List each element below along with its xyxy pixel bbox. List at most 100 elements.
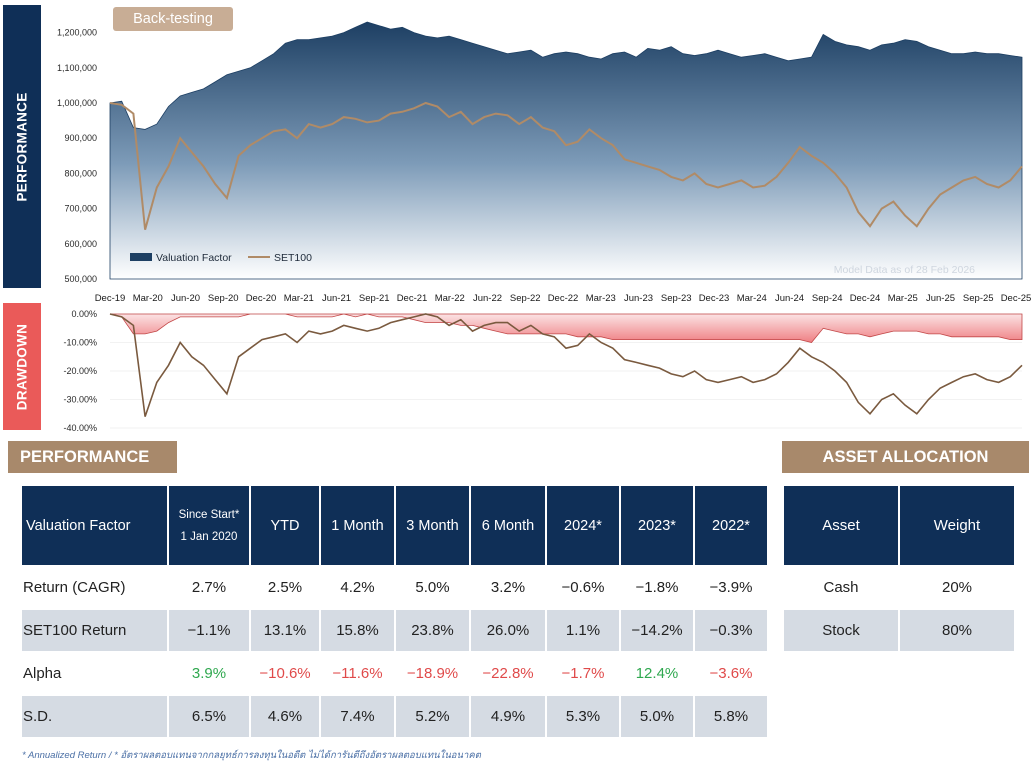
- header-ytd: YTD: [251, 486, 319, 565]
- table-row-return: Return (CAGR) 2.7% 2.5% 4.2% 5.0% 3.2% −…: [22, 567, 767, 608]
- drawdown-chart: 0.00% -10.00% -20.00% -30.00% -40.00%: [63, 309, 1023, 433]
- x-tick-label: Mar-23: [586, 293, 616, 304]
- header-since-start: Since Start* 1 Jan 2020: [169, 486, 249, 565]
- asset-name: Stock: [784, 610, 898, 651]
- cell-value: −14.2%: [621, 610, 693, 651]
- header-2023: 2023*: [621, 486, 693, 565]
- cell-value: 5.0%: [621, 696, 693, 737]
- x-tick-label: Mar-25: [888, 293, 918, 304]
- x-tick-label: Sep-20: [208, 293, 239, 304]
- row-label: S.D.: [22, 696, 167, 737]
- header-asset: Asset: [784, 486, 898, 565]
- cell-value: 3.2%: [490, 579, 526, 596]
- performance-table-header: Valuation Factor Since Start* 1 Jan 2020…: [22, 486, 767, 565]
- performance-section-title: PERFORMANCE: [8, 441, 177, 473]
- row-label: Return (CAGR): [23, 579, 126, 596]
- cell-value: 23.8%: [396, 610, 469, 651]
- cell-value: 5.3%: [547, 696, 619, 737]
- cell-value: −1.1%: [169, 610, 249, 651]
- y-tick-label: 1,000,000: [57, 98, 97, 108]
- performance-chart: 500,000 600,000 700,000 800,000 900,000 1,000…: [57, 21, 1031, 304]
- legend-valuation-factor-swatch: [130, 253, 152, 261]
- performance-side-label: PERFORMANCE: [3, 5, 41, 288]
- header-6-month: 6 Month: [471, 486, 545, 565]
- x-tick-label: Sep-25: [963, 293, 994, 304]
- cell-value: −1.8%: [635, 579, 679, 596]
- row-label: Alpha: [23, 665, 62, 682]
- back-testing-badge: Back-testing: [113, 7, 233, 31]
- y-tick-label: -10.00%: [63, 338, 97, 348]
- cell-value: 4.2%: [340, 579, 375, 596]
- cell-value: 26.0%: [471, 610, 545, 651]
- table-row-set100-return: SET100 Return −1.1% 13.1% 15.8% 23.8% 26…: [22, 610, 767, 651]
- y-tick-label: 1,100,000: [57, 63, 97, 73]
- header-since-start-line2: 1 Jan 2020: [180, 530, 238, 543]
- valuation-factor-drawdown-area: [109, 313, 1023, 343]
- asset-allocation-title: ASSET ALLOCATION: [782, 441, 1029, 473]
- x-tick-label: Jun-21: [322, 293, 351, 304]
- y-tick-label: -40.00%: [63, 423, 97, 433]
- header-2024: 2024*: [547, 486, 619, 565]
- cell-value: 4.9%: [471, 696, 545, 737]
- x-tick-label: Dec-21: [397, 293, 428, 304]
- y-tick-label: -20.00%: [63, 366, 97, 376]
- header-1-month: 1 Month: [321, 486, 394, 565]
- x-tick-label: Dec-20: [246, 293, 277, 304]
- cell-value: −3.9%: [709, 579, 753, 596]
- legend-set100-label: SET100: [274, 252, 312, 264]
- cell-value: 2.5%: [267, 579, 303, 596]
- performance-table: Valuation Factor Since Start* 1 Jan 2020…: [20, 484, 769, 739]
- y-tick-label: 1,200,000: [57, 28, 97, 38]
- y-tick-label: 700,000: [64, 204, 97, 214]
- cell-value: −1.7%: [561, 665, 605, 682]
- y-tick-label: -30.00%: [63, 395, 97, 405]
- header-since-start-line1: Since Start*: [178, 508, 240, 521]
- cell-value: 5.0%: [415, 579, 450, 596]
- y-tick-label: 0.00%: [71, 309, 97, 319]
- cell-value: −18.9%: [406, 665, 459, 682]
- header-valuation-factor: Valuation Factor: [22, 486, 167, 565]
- x-tick-label: Jun-20: [171, 293, 200, 304]
- cell-value: 4.6%: [251, 696, 319, 737]
- cell-value: 2.7%: [191, 579, 227, 596]
- cell-value: 3.9%: [191, 665, 227, 682]
- asset-weight: 80%: [900, 610, 1014, 651]
- cell-value: 12.4%: [635, 665, 679, 682]
- x-tick-label: Dec-24: [850, 293, 881, 304]
- x-tick-label: Jun-22: [473, 293, 502, 304]
- valuation-factor-area: [109, 21, 1023, 280]
- cell-value: −3.6%: [709, 665, 753, 682]
- row-label: SET100 Return: [22, 610, 167, 651]
- model-data-note: Model Data as of 28 Feb 2026: [834, 264, 975, 276]
- x-tick-label: Dec-19: [95, 293, 126, 304]
- charts-area: 500,000 600,000 700,000 800,000 900,000 1,000…: [57, 21, 1031, 433]
- cell-value: −11.6%: [332, 665, 383, 682]
- x-tick-label: Mar-21: [284, 293, 314, 304]
- cell-value: 1.1%: [547, 610, 619, 651]
- allocation-row-stock: Stock 80%: [784, 610, 1014, 651]
- table-row-sd: S.D. 6.5% 4.6% 7.4% 5.2% 4.9% 5.3% 5.0% …: [22, 696, 767, 737]
- legend-valuation-factor-label: Valuation Factor: [156, 252, 232, 264]
- y-tick-label: 900,000: [64, 133, 97, 143]
- header-weight: Weight: [900, 486, 1014, 565]
- x-tick-label: Sep-24: [812, 293, 843, 304]
- x-tick-label: Jun-24: [775, 293, 804, 304]
- y-tick-label: 800,000: [64, 168, 97, 178]
- x-tick-label: Mar-20: [133, 293, 163, 304]
- y-tick-label: 500,000: [64, 274, 97, 284]
- x-tick-label: Jun-23: [624, 293, 653, 304]
- asset-weight: 20%: [941, 579, 973, 596]
- cell-value: 13.1%: [251, 610, 319, 651]
- x-tick-label: Sep-22: [510, 293, 541, 304]
- allocation-table-header: Asset Weight: [784, 486, 1014, 565]
- header-3-month: 3 Month: [396, 486, 469, 565]
- cell-value: −0.6%: [561, 579, 605, 596]
- cell-value: 5.2%: [396, 696, 469, 737]
- drawdown-side-label: DRAWDOWN: [3, 303, 41, 430]
- x-tick-label: Mar-24: [737, 293, 767, 304]
- header-2022: 2022*: [695, 486, 767, 565]
- footnote: * Annualized Return / * อัตราผลตอบแทนจาก…: [22, 750, 481, 761]
- x-tick-label: Mar-22: [435, 293, 465, 304]
- allocation-row-cash: Cash 20%: [784, 567, 1014, 608]
- set100-drawdown-line: [109, 313, 1023, 417]
